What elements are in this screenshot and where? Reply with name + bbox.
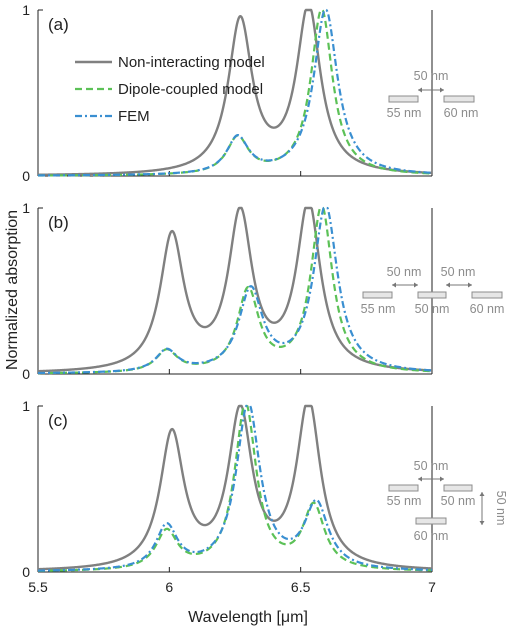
dimension-label: 50 nm: [441, 265, 476, 279]
gap-arrow-head: [468, 282, 472, 288]
dimension-label: 60 nm: [470, 302, 505, 316]
gap-arrow-head: [418, 476, 422, 482]
dimension-label: 50 nm: [415, 302, 450, 316]
geometry-schematic: 50 nm 50 nm 55 nm 50 nm 60 nm: [361, 265, 505, 316]
gap-arrow-head: [446, 282, 450, 288]
series-line-fem: [37, 8, 433, 177]
dimension-label: 50 nm: [414, 459, 449, 473]
panel-label: (c): [48, 411, 68, 430]
rod-schematic: [415, 517, 447, 525]
panel-label: (a): [48, 15, 69, 34]
y-tick-label: 0: [22, 366, 30, 382]
panel-a: 0 1 (a) 50 nm 55 nm 60 nm: [22, 2, 478, 184]
gap-arrow-head: [418, 87, 422, 93]
geometry-schematic: 50 nm 55 nm 50 nm 60 nm 50 nm: [387, 459, 507, 543]
series-line-non_interacting: [37, 206, 433, 373]
rod-schematic: [471, 291, 503, 299]
dimension-label: 60 nm: [444, 106, 479, 120]
x-tick-label: 6: [165, 579, 173, 595]
x-axis-label: Wavelength [μm]: [188, 609, 308, 626]
panel-b: 0 1 (b) 50 nm 50 nm 55 nm 50 nm 60 nm: [22, 200, 504, 382]
geometry-schematic: 50 nm 55 nm 60 nm: [387, 69, 479, 120]
x-tick-label: 5.5: [28, 579, 48, 595]
dimension-label: 50 nm: [414, 69, 449, 83]
y-tick-label: 0: [22, 564, 30, 580]
x-tick-label: 7: [428, 579, 436, 595]
gap-arrow-head: [440, 476, 444, 482]
rod-schematic: [443, 95, 475, 103]
y-tick-label: 1: [22, 398, 30, 414]
series-line-dipole: [37, 404, 433, 572]
dimension-label: 55 nm: [387, 494, 422, 508]
x-tick-label: 6.5: [291, 579, 311, 595]
legend-entry-fem: FEM: [118, 108, 150, 125]
legend: Non-interacting model Dipole-coupled mode…: [75, 54, 265, 125]
legend-entry-dipole: Dipole-coupled model: [118, 81, 263, 98]
rod-schematic: [443, 484, 473, 492]
y-tick-label: 0: [22, 168, 30, 184]
gap-arrow-head: [479, 521, 485, 525]
dimension-label: 60 nm: [414, 529, 449, 543]
y-tick-label: 1: [22, 2, 30, 18]
gap-arrow-head: [440, 87, 444, 93]
legend-entry-non_interacting: Non-interacting model: [118, 54, 265, 71]
dimension-label: 50 nm: [387, 265, 422, 279]
dimension-label: 55 nm: [361, 302, 396, 316]
rod-schematic: [362, 291, 393, 299]
panel-label: (b): [48, 213, 69, 232]
rod-schematic: [388, 484, 419, 492]
dimension-label: 55 nm: [387, 106, 422, 120]
y-tick-label: 1: [22, 200, 30, 216]
rod-schematic: [388, 95, 419, 103]
series-line-fem: [37, 404, 433, 572]
dimension-label: 50 nm: [441, 494, 476, 508]
series-line-non_interacting: [37, 404, 433, 571]
series-line-non_interacting: [37, 8, 433, 176]
gap-arrow-head: [479, 492, 485, 496]
gap-arrow-head: [414, 282, 418, 288]
series-line-fem: [37, 206, 433, 375]
rod-schematic: [417, 291, 447, 299]
y-axis-label: Normalized absorption: [4, 210, 21, 370]
panel-c: 0 1 5.5 6 6.5 7 (c) 50 nm 55 nm 50 nm 60 nm 50 nm: [22, 398, 507, 595]
dimension-label: 50 nm: [494, 491, 507, 526]
series-line-dipole: [37, 206, 433, 375]
gap-arrow-head: [392, 282, 396, 288]
